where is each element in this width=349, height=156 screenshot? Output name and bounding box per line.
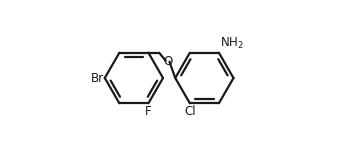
Text: O: O (163, 55, 172, 68)
Text: Br: Br (90, 71, 104, 85)
Text: Cl: Cl (184, 105, 196, 118)
Text: NH$_2$: NH$_2$ (220, 36, 244, 51)
Text: F: F (145, 105, 152, 118)
